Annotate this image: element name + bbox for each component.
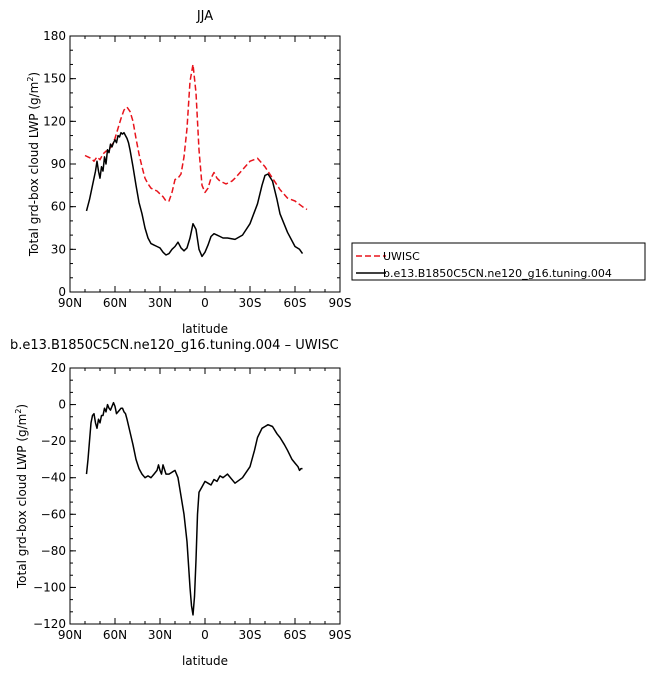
y-tick-label: 90 bbox=[51, 157, 66, 171]
x-tick-label: 90S bbox=[329, 628, 352, 642]
x-tick-label: 60N bbox=[103, 296, 127, 310]
legend-label-1: UWISC bbox=[383, 250, 420, 263]
chart-title: b.e13.B1850C5CN.ne120_g16.tuning.004 – U… bbox=[10, 338, 339, 353]
y-axis-label-main: Total grd-box cloud LWP (g/m bbox=[15, 414, 29, 589]
x-tick-label: 90N bbox=[58, 628, 82, 642]
y-tick-label: 60 bbox=[51, 200, 66, 214]
y-tick-label: 0 bbox=[58, 285, 66, 299]
y-tick-label: 180 bbox=[43, 29, 66, 43]
plot-frame bbox=[69, 35, 341, 293]
y-tick-label: 120 bbox=[43, 114, 66, 128]
x-axis-label: latitude bbox=[182, 322, 228, 336]
y-axis-label-main: Total grd-box cloud LWP (g/m bbox=[27, 82, 41, 257]
y-tick-label: 20 bbox=[51, 361, 66, 375]
x-tick-label: 60N bbox=[103, 628, 127, 642]
y-tick-label: −60 bbox=[41, 507, 66, 521]
x-tick-label: 30N bbox=[148, 296, 172, 310]
chart-title: JJA bbox=[196, 9, 213, 24]
x-tick-label: 30S bbox=[239, 296, 262, 310]
y-tick-label: −40 bbox=[41, 471, 66, 485]
x-tick-label: 0 bbox=[201, 628, 209, 642]
y-axis-label-sup: 2 bbox=[26, 77, 35, 82]
legend-box bbox=[351, 242, 646, 281]
y-axis-label: Total grd-box cloud LWP (g/m2) bbox=[14, 404, 29, 589]
x-tick-label: 90N bbox=[58, 296, 82, 310]
chart-2: 90N 60N 30N 0 30S 60S 90S −120 −100 −80 −60 −40 −20 0… bbox=[10, 338, 351, 668]
y-axis-label-close: ) bbox=[15, 404, 29, 409]
series-line-2 bbox=[85, 131, 304, 258]
y-tick-label: −20 bbox=[41, 434, 66, 448]
y-tick-label: −100 bbox=[33, 580, 66, 594]
y-tick-label: 30 bbox=[51, 242, 66, 256]
series-line-1 bbox=[84, 63, 308, 211]
series-line-1 bbox=[85, 401, 303, 616]
x-tick-label: 90S bbox=[329, 296, 352, 310]
y-tick-label: −120 bbox=[33, 617, 66, 631]
y-axis-label-sup: 2 bbox=[14, 409, 23, 414]
legend-label-2: b.e13.B1850C5CN.ne120_g16.tuning.004 bbox=[383, 267, 612, 280]
x-axis-label: latitude bbox=[182, 654, 228, 668]
x-tick-label: 0 bbox=[201, 296, 209, 310]
x-tick-label: 30N bbox=[148, 628, 172, 642]
chart-1: 90N 60N 30N 0 30S 60S 90S 0 30 60 90 120 150 180 JJA la… bbox=[26, 9, 646, 336]
y-tick-label: 150 bbox=[43, 72, 66, 86]
y-tick-label: 0 bbox=[58, 398, 66, 412]
x-tick-label: 60S bbox=[284, 296, 307, 310]
y-tick-label: −80 bbox=[41, 544, 66, 558]
plot-frame bbox=[69, 367, 341, 625]
x-tick-label: 60S bbox=[284, 628, 307, 642]
x-tick-label: 30S bbox=[239, 628, 262, 642]
y-axis-label-close: ) bbox=[27, 72, 41, 77]
y-axis-label: Total grd-box cloud LWP (g/m2) bbox=[26, 72, 41, 257]
legend: UWISC b.e13.B1850C5CN.ne120_g16.tuning.00… bbox=[351, 242, 646, 281]
